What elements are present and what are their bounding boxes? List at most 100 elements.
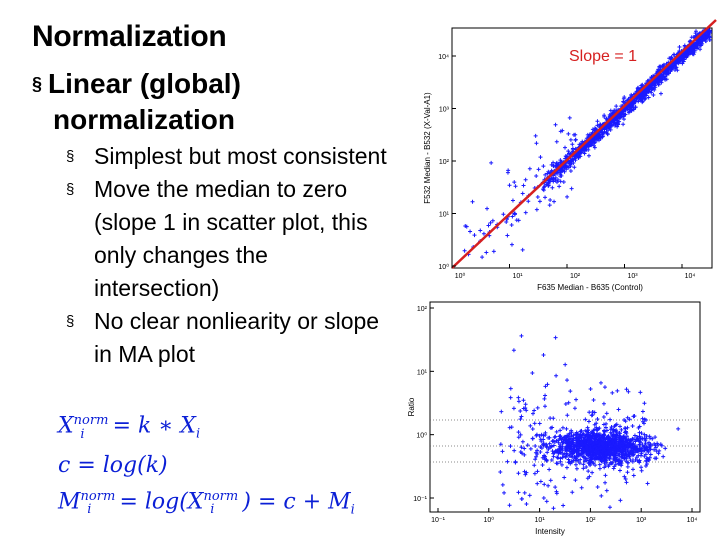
data-point [541,496,546,501]
data-point [546,483,551,488]
data-point [540,462,545,467]
data-point [520,439,525,444]
data-point [642,432,647,437]
data-point [589,453,594,458]
data-point [543,195,548,200]
data-point [611,447,616,452]
data-point [524,470,529,475]
data-point [606,439,611,444]
data-point [631,441,636,446]
data-point [579,439,584,444]
data-point [705,31,710,36]
data-point [586,147,591,152]
data-point [637,430,642,435]
data-point [707,35,712,40]
data-point [583,428,588,433]
data-point [533,443,538,448]
data-point [588,386,593,391]
data-point [564,452,569,457]
data-point [514,218,519,223]
data-point [590,410,595,415]
data-point [602,465,607,470]
sub-bullet-line: No clear nonliearity or slope [94,308,380,334]
data-point [516,399,521,404]
data-point [639,468,644,473]
data-point [557,184,562,189]
data-point [527,493,532,498]
data-point [621,122,626,127]
data-point [640,409,645,414]
y-tick-label: 10² [439,159,450,166]
data-point [591,434,596,439]
data-point [656,451,661,456]
y-tick-label: 10¹ [439,212,450,219]
data-point [651,86,656,91]
data-point [490,218,495,223]
annotation-box [555,42,651,68]
data-point [550,185,555,190]
data-point [640,100,645,105]
data-point [601,401,606,406]
data-point [616,122,621,127]
data-point [643,441,648,446]
data-point [553,449,558,454]
data-point [588,447,593,452]
data-point [565,413,570,418]
data-point [597,462,602,467]
data-point [544,457,549,462]
data-point [648,436,653,441]
data-point [541,433,546,438]
bullet-marker: § [66,313,75,330]
data-point [585,447,590,452]
data-point [537,433,542,438]
data-point [516,395,521,400]
data-point [591,398,596,403]
data-point [614,422,619,427]
data-point [565,194,570,199]
data-point [574,435,579,440]
data-point [613,450,618,455]
data-point [544,442,549,447]
data-point [628,438,633,443]
data-point [627,455,632,460]
data-point [579,429,584,434]
data-point [468,229,473,234]
data-point [640,416,645,421]
bullet-marker: § [32,74,43,94]
data-point [538,155,543,160]
data-point [523,406,528,411]
data-point [551,443,556,448]
data-point [606,123,611,128]
data-point [602,130,607,135]
data-point [664,72,669,77]
data-point [654,456,659,461]
data-point [541,187,546,192]
data-point [604,421,609,426]
data-point [618,424,623,429]
data-point [516,490,521,495]
data-point [600,441,605,446]
data-point [551,506,556,511]
data-point [568,137,573,142]
data-point [625,415,630,420]
data-point [522,452,527,457]
data-point [564,426,569,431]
data-point [618,498,623,503]
data-point [606,439,611,444]
data-point [663,446,668,451]
data-point [604,411,609,416]
data-point [622,474,627,479]
data-point [524,501,529,506]
data-point [551,451,556,456]
x-tick-label: 10¹ [535,517,546,524]
data-point [622,445,627,450]
sub-bullet-line: (slope 1 in scatter plot, this [94,209,368,235]
data-point [553,434,558,439]
x-axis-label: Intensity [535,527,565,536]
data-point [512,448,517,453]
data-point [602,428,607,433]
data-point [538,479,543,484]
data-point [577,443,582,448]
data-point [538,450,543,455]
data-point [586,469,591,474]
